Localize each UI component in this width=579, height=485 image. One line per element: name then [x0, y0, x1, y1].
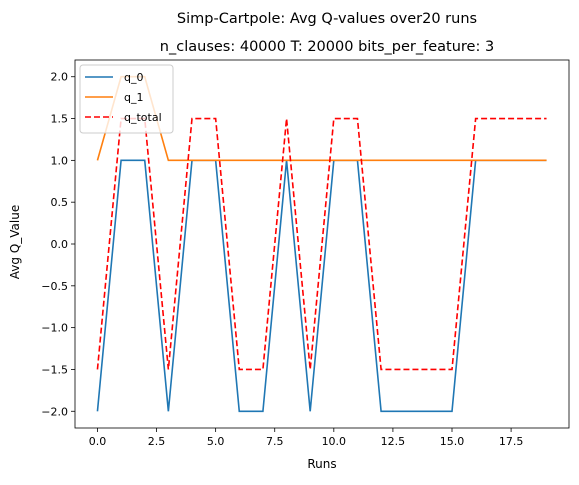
plot-area: 0.0 2.5 5.0 7.5 10.0 12.5 15.0 17.5 −2.0 −1.5 −1.0… — [41, 59, 570, 448]
plot-frame — [74, 59, 570, 429]
x-axis-label: Runs — [307, 457, 336, 471]
chart-subtitle: n_clauses: 40000 T: 20000 bits_per_featu… — [160, 39, 494, 55]
series-line-q-0 — [96, 159, 547, 413]
y-tick-label: 0.0 — [51, 238, 69, 251]
x-tick-label: 10.0 — [322, 435, 347, 448]
y-tick-label: 1.0 — [51, 154, 69, 167]
series-line-q-1 — [96, 75, 547, 162]
y-tick-label: −0.5 — [41, 280, 68, 293]
y-tick-label: 0.5 — [51, 196, 69, 209]
x-tick-label: 17.5 — [499, 435, 524, 448]
chart-title: Simp-Cartpole: Avg Q-values over20 runs — [177, 11, 477, 27]
x-tick-label: 5.0 — [207, 435, 225, 448]
x-tick-label: 7.5 — [266, 435, 284, 448]
legend-label-q-0: q_0 — [124, 71, 143, 84]
x-tick-label: 12.5 — [381, 435, 406, 448]
x-tick-label: 0.0 — [89, 435, 107, 448]
legend: q_0 q_1 q_total — [79, 64, 174, 134]
y-tick-label: 2.0 — [51, 71, 69, 84]
y-axis-label: Avg Q_Value — [8, 205, 22, 279]
y-tick-label: −1.5 — [41, 363, 68, 376]
y-tick-label: 1.5 — [51, 113, 69, 126]
legend-box — [79, 64, 174, 134]
y-tick-label: −1.0 — [41, 322, 68, 335]
x-tick-label: 2.5 — [148, 435, 166, 448]
legend-label-q-1: q_1 — [124, 91, 143, 104]
x-tick-label: 15.0 — [440, 435, 465, 448]
legend-label-q-total: q_total — [124, 111, 162, 124]
series-line-q-total — [96, 117, 547, 371]
y-tick-label: −2.0 — [41, 405, 68, 418]
